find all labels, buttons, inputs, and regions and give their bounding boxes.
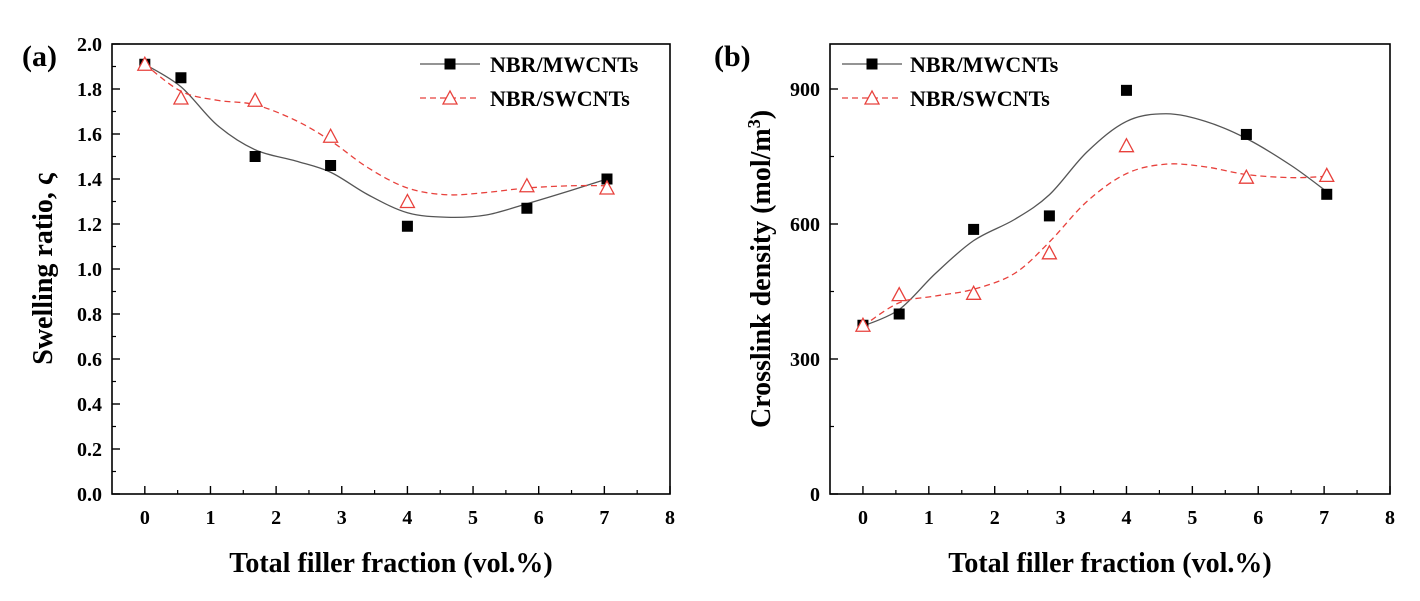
x-tick-label: 4: [402, 507, 412, 529]
point-nbr-swcnts: [322, 127, 339, 143]
legend-label-nbr-mwcnts: NBR/MWCNTs: [490, 52, 639, 77]
plot-frame: [111, 43, 671, 495]
y-tick-label: 1.8: [77, 79, 102, 101]
y-tick-label: 600: [790, 214, 820, 236]
y-tick-label: 0.2: [77, 439, 102, 461]
point-nbr-swcnts: [1118, 137, 1135, 153]
point-nbr-swcnts: [518, 177, 535, 193]
legend-marker-nbr-swcnts: [441, 89, 459, 105]
panel-label: (b): [714, 40, 751, 73]
point-nbr-swcnts: [965, 284, 982, 300]
point-nbr-swcnts: [247, 91, 264, 107]
y-tick-label: 0.8: [77, 304, 102, 326]
y-tick-label: 0.6: [77, 349, 102, 371]
point-nbr-mwcnts: [325, 160, 337, 171]
point-nbr-swcnts: [1238, 168, 1255, 184]
y-tick-label: 0: [810, 484, 820, 506]
x-tick-label: 3: [1056, 507, 1066, 529]
legend-marker-nbr-mwcnts: [444, 58, 456, 70]
x-tick-label: 8: [1385, 507, 1395, 529]
x-tick-label: 5: [1187, 507, 1197, 529]
legend-label-nbr-swcnts: NBR/SWCNTs: [910, 86, 1050, 111]
y-tick-label: 1.2: [77, 214, 102, 236]
x-tick-label: 0: [858, 507, 868, 529]
y-tick-label: 1.4: [77, 169, 102, 191]
y-axis-title: Swelling ratio, ς: [28, 172, 59, 365]
legend-marker-nbr-swcnts: [863, 89, 881, 105]
x-tick-label: 1: [924, 507, 934, 529]
y-tick-label: 0.0: [77, 484, 102, 506]
x-tick-label: 6: [1253, 507, 1263, 529]
point-nbr-swcnts: [1318, 167, 1335, 183]
point-nbr-mwcnts: [401, 220, 413, 232]
legend-label-nbr-swcnts: NBR/SWCNTs: [490, 86, 630, 111]
point-nbr-mwcnts: [893, 308, 905, 320]
fit-curve-nbr-swcnts: [862, 163, 1327, 327]
point-nbr-mwcnts: [249, 151, 261, 162]
y-tick-label: 900: [790, 79, 820, 101]
x-axis-title: Total filler fraction (vol.%): [229, 548, 553, 579]
y-tick-label: 1.6: [77, 124, 102, 146]
y-tick-label: 0.4: [77, 394, 102, 416]
point-nbr-swcnts: [172, 89, 190, 105]
y-tick-label: 2.0: [77, 34, 102, 56]
fit-curve-nbr-swcnts: [144, 63, 607, 196]
point-nbr-mwcnts: [968, 223, 980, 235]
y-tick-label: 1.0: [77, 259, 102, 281]
y-tick-label: 300: [790, 349, 820, 371]
point-nbr-mwcnts: [175, 72, 187, 84]
point-nbr-swcnts: [891, 286, 908, 302]
point-nbr-swcnts: [1041, 244, 1058, 260]
panel-label: (a): [22, 40, 57, 73]
x-tick-label: 4: [1121, 507, 1131, 529]
x-tick-label: 7: [1319, 507, 1329, 529]
legend-label-nbr-mwcnts: NBR/MWCNTs: [910, 52, 1059, 77]
panel-b: 0 1 2 3 4 5 6 7 8 0 300 600 900 NBR/MWCNTs NBR/SWCNTs (…: [714, 40, 1395, 579]
x-tick-label: 2: [990, 507, 1000, 529]
point-nbr-mwcnts: [601, 173, 613, 185]
x-tick-label: 8: [665, 507, 675, 529]
point-nbr-mwcnts: [1120, 84, 1132, 96]
point-nbr-swcnts: [854, 316, 872, 332]
x-tick-label: 6: [534, 507, 544, 529]
x-tick-label: 0: [140, 507, 150, 529]
x-axis-title: Total filler fraction (vol.%): [948, 548, 1272, 579]
point-nbr-mwcnts: [521, 202, 533, 214]
point-nbr-swcnts: [598, 179, 616, 195]
legend-marker-nbr-mwcnts: [866, 58, 878, 70]
x-tick-label: 7: [599, 507, 609, 529]
plot-frame: [829, 43, 1391, 495]
x-tick-label: 2: [271, 507, 281, 529]
y-axis-title: Crosslink density (mol/m3): [744, 110, 777, 428]
point-nbr-swcnts: [399, 193, 416, 209]
point-nbr-mwcnts: [1043, 210, 1055, 222]
x-tick-label: 3: [337, 507, 347, 529]
point-nbr-mwcnts: [1240, 128, 1252, 140]
x-tick-label: 5: [468, 507, 478, 529]
fit-curve-nbr-mwcnts: [862, 113, 1328, 327]
x-tick-label: 1: [205, 507, 215, 529]
point-nbr-swcnts: [136, 55, 153, 71]
panel-a: 0 1 2 3 4 5 6 7 8 0.0 0.2 0.4 0.6 0.8 1.0 1.2 1.4 1.6 1.8 2…: [22, 34, 675, 579]
point-nbr-mwcnts: [1321, 188, 1333, 200]
